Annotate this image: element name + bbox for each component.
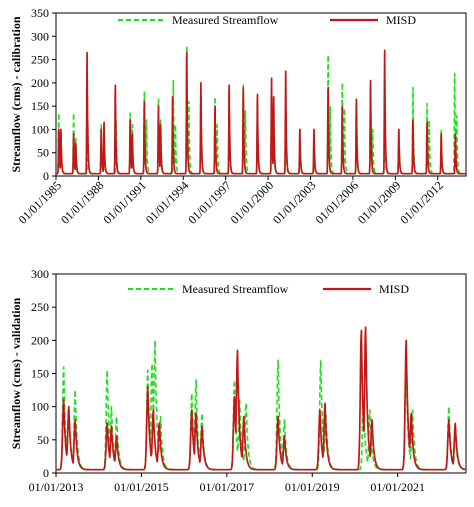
y-tick-label: 0 [43,466,49,480]
y-tick-label: 350 [31,6,49,20]
series-line-misd [55,326,467,471]
legend-measured-label: Measured Streamflow [182,282,289,296]
y-tick-label: 150 [31,367,49,381]
y-tick-label: 200 [31,76,49,90]
calibration-y-axis-title: Streamflow (cms) - calibration [9,16,23,172]
calibration-legend: Measured Streamflow MISD [118,13,416,27]
calibration-series [55,44,467,175]
legend-measured-label: Measured Streamflow [172,13,279,27]
x-tick-label: 01/01/2021 [370,480,425,494]
legend-misd-label: MISD [379,282,409,296]
legend-misd-label: MISD [386,13,416,27]
validation-y-axis: 0 50 100 150 200 250 300 [31,267,56,480]
y-tick-label: 250 [31,300,49,314]
validation-x-axis: 01/01/2013 01/01/2015 01/01/2017 01/01/2019… [29,473,425,494]
calibration-y-axis: 0 50 100 150 200 250 300 350 [31,6,56,183]
y-tick-label: 50 [37,433,49,447]
series-line-misd [55,49,467,175]
y-tick-label: 100 [31,400,49,414]
y-tick-label: 50 [37,146,49,160]
y-tick-label: 250 [31,53,49,67]
y-tick-label: 200 [31,333,49,347]
y-tick-label: 100 [31,122,49,136]
y-tick-label: 150 [31,99,49,113]
x-tick-label: 01/01/2017 [199,480,254,494]
x-tick-label: 01/01/2015 [114,480,169,494]
y-tick-label: 0 [43,169,49,183]
x-tick-label: 01/01/2013 [29,480,84,494]
calibration-plot-frame [55,12,467,177]
validation-series [55,326,467,471]
y-tick-label: 300 [31,267,49,281]
y-tick-label: 300 [31,29,49,43]
validation-legend: Measured Streamflow MISD [128,282,409,296]
x-tick-label: 01/01/2019 [285,480,340,494]
validation-y-axis-title: Streamflow (cms) - validation [9,297,23,449]
